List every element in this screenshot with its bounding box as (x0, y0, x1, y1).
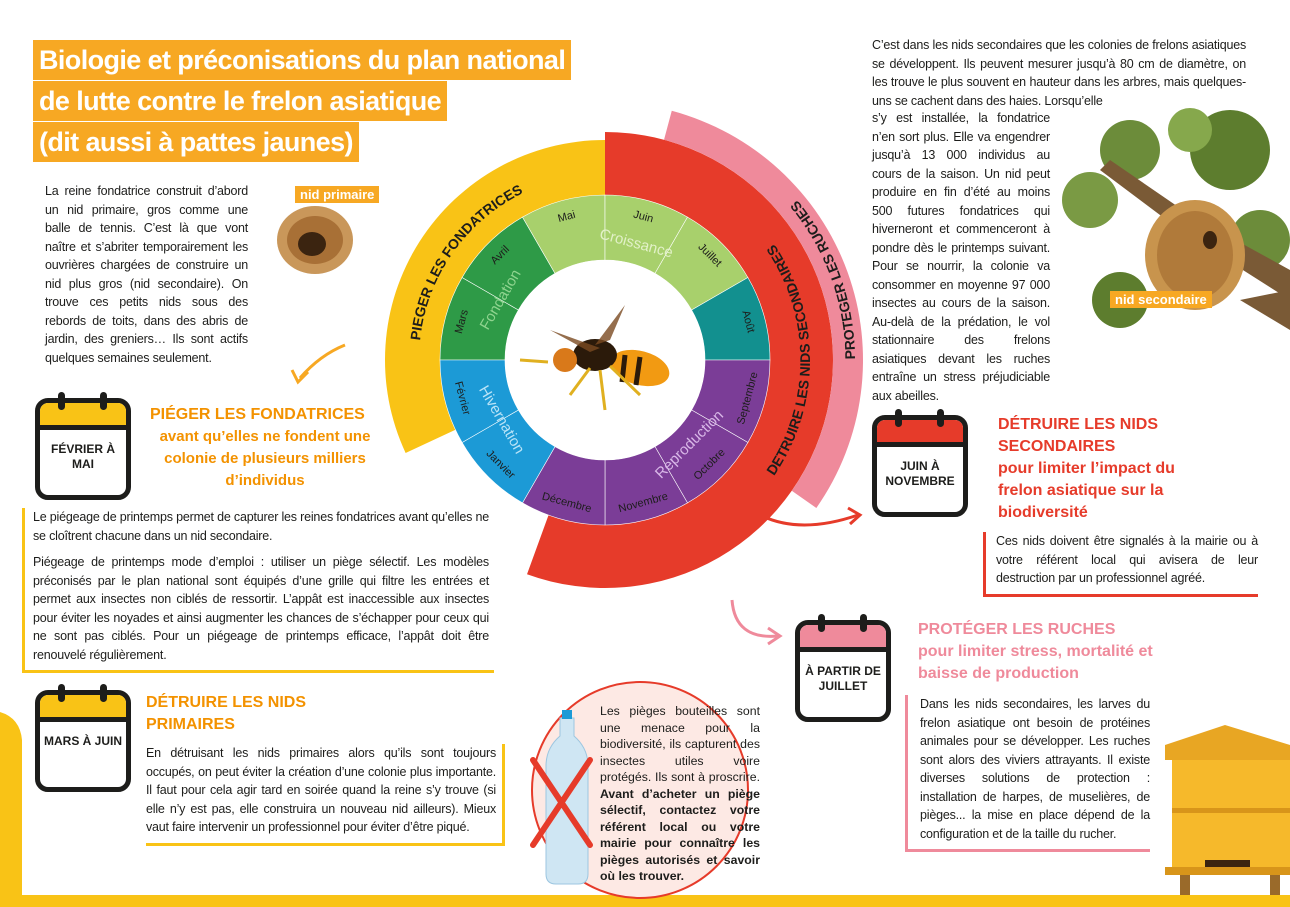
arrows (290, 343, 863, 646)
paragraph: Dans les nids secondaires, les larves du… (920, 697, 1150, 841)
paragraph-bold: Avant d’acheter un piège sélectif, conta… (600, 786, 760, 884)
tree-illustration (1062, 108, 1290, 330)
period: FÉVRIER À MAI (50, 442, 115, 471)
section-body: Ces nids doivent être signalés à la mair… (983, 532, 1258, 597)
period: MARS À JUIN (44, 734, 123, 748)
paragraph: Les pièges bouteilles sont une menace po… (600, 704, 760, 784)
nest-label: nid primaire (295, 186, 380, 203)
section-title: DÉTRUIRE LES NIDS PRIMAIRES (146, 694, 307, 733)
section-title: PROTÉGER LES RUCHES (918, 621, 1116, 638)
calendar-icon: FÉVRIER À MAI (35, 398, 131, 500)
intro-text: La reine fondatrice construit d’abord un… (45, 184, 248, 365)
month-label: Mai (557, 209, 577, 225)
secondary-nest-text: C’est dans les nids secondaires que les … (872, 38, 1246, 108)
bottle-panel (530, 681, 749, 899)
paragraph: Ces nids doivent être signalés à la mair… (996, 534, 1258, 585)
action-band (527, 132, 833, 588)
beehive-illustration (1165, 725, 1290, 895)
section-title: DÉTRUIRE LES NIDS SECONDAIRES (998, 416, 1159, 455)
bottle-text: Les pièges bouteilles sont une menace po… (600, 703, 760, 885)
period: JUIN À NOVEMBRE (885, 459, 955, 488)
nest-label: nid secondaire (1110, 291, 1212, 308)
section-subtitle: avant qu’elles ne fondent une colonie de… (159, 428, 371, 489)
section-body: Le piégeage de printemps permet de captu… (22, 508, 494, 673)
title-line: Biologie et préconisations du plan natio… (33, 40, 572, 80)
month-label: Août (739, 309, 756, 334)
wasp-head (553, 348, 577, 372)
month-label: Juin (632, 209, 655, 226)
calendar-icon: MARS À JUIN (35, 690, 131, 792)
paragraph: Piégeage de printemps mode d’emploi : ut… (33, 555, 489, 662)
section-title: PIÉGER LES FONDATRICES (150, 406, 365, 423)
title-line: (dit aussi à pattes jaunes) (33, 122, 359, 162)
action-band (384, 139, 606, 453)
section-body: Dans les nids secondaires, les larves du… (905, 695, 1150, 852)
secondary-nest-text: s’y est installée, la fondatrice n’en so… (872, 111, 1050, 403)
section-subtitle: pour limiter l’impact du frelon asiatiqu… (998, 460, 1175, 521)
title-line: de lutte contre le frelon asiatique (33, 81, 448, 121)
primary-nest-illustration (277, 206, 353, 274)
paragraph: En détruisant les nids primaires alors q… (146, 746, 496, 834)
paragraph: Le piégeage de printemps permet de captu… (33, 510, 489, 543)
calendar-icon: À PARTIR DE JUILLET (795, 620, 891, 722)
wasp-wings (550, 305, 625, 352)
action-band (664, 110, 863, 508)
wasp-legs (519, 358, 642, 411)
title-block: Biologie et préconisations du plan natio… (33, 40, 572, 163)
section-subtitle: pour limiter stress, mortalité et baisse… (918, 643, 1153, 682)
calendar-icon: JUIN À NOVEMBRE (872, 415, 968, 517)
section-body: En détruisant les nids primaires alors q… (146, 744, 505, 846)
period: À PARTIR DE JUILLET (805, 664, 881, 693)
